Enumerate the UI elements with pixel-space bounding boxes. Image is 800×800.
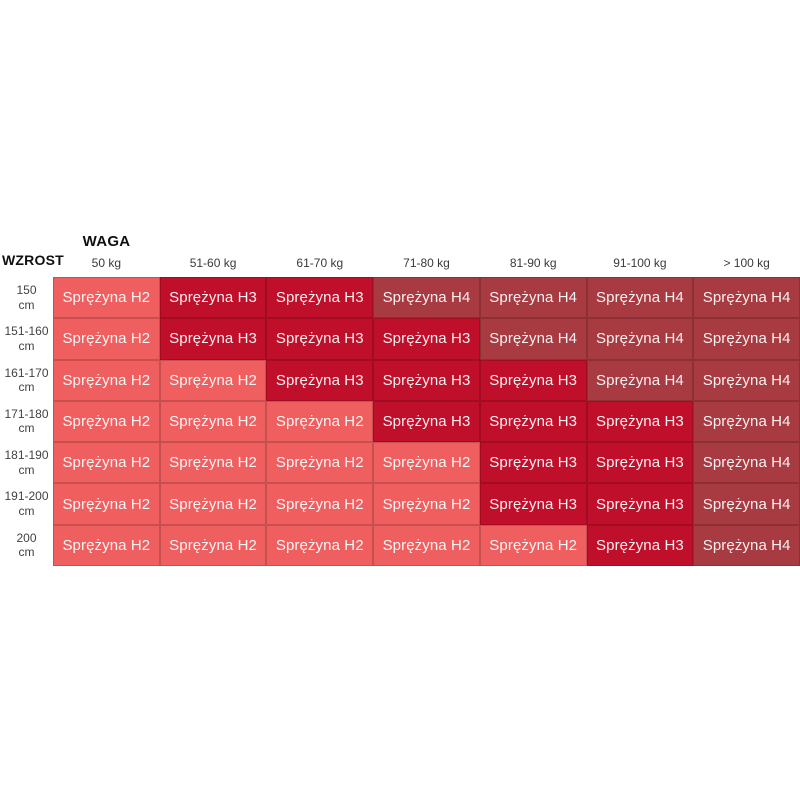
height-unit-text: cm: [18, 545, 35, 560]
height-unit-text: cm: [18, 380, 35, 395]
height-unit-text: cm: [18, 462, 35, 477]
height-row-label: 171-180 cm: [0, 401, 53, 442]
height-range-text: 200: [16, 530, 37, 545]
height-header-column: 150 cm 151-160 cm 161-170 cm 171-180 cm …: [0, 277, 53, 566]
spring-cell: Sprężyna H2: [266, 483, 374, 525]
spring-cell: Sprężyna H4: [693, 524, 800, 566]
spring-cell: Sprężyna H3: [586, 400, 694, 443]
height-row-label: 191-200 cm: [0, 483, 53, 524]
spring-cell: Sprężyna H2: [266, 524, 374, 566]
spring-cell: Sprężyna H3: [586, 442, 694, 484]
spring-cell: Sprężyna H4: [479, 277, 587, 319]
spring-cell: Sprężyna H2: [53, 442, 160, 484]
spring-cell: Sprężyna H4: [693, 277, 800, 319]
spring-cell: Sprężyna H3: [479, 442, 587, 484]
spring-cell: Sprężyna H2: [159, 483, 267, 525]
spring-cell: Sprężyna H3: [266, 277, 374, 319]
weight-column-label: > 100 kg: [723, 256, 770, 270]
height-range-text: 191-200: [4, 489, 49, 504]
spring-cell: Sprężyna H3: [373, 400, 480, 443]
spring-cell: Sprężyna H2: [53, 318, 160, 360]
weight-column-label: 71-80 kg: [403, 256, 450, 270]
spring-cell: Sprężyna H4: [693, 400, 800, 443]
weight-column-label: 51-60 kg: [189, 256, 237, 270]
spring-cell: Sprężyna H3: [479, 359, 587, 401]
spring-cell: Sprężyna H4: [693, 483, 800, 525]
weight-axis-title: WAGA: [82, 233, 131, 250]
weight-column-label: 81-90 kg: [509, 256, 557, 270]
spring-cell: Sprężyna H2: [373, 442, 480, 484]
spring-cell: Sprężyna H3: [266, 318, 374, 360]
spring-cell: Sprężyna H4: [479, 318, 587, 360]
spring-cell: Sprężyna H2: [159, 400, 267, 443]
spring-cell: Sprężyna H4: [373, 277, 480, 319]
spring-cell: Sprężyna H2: [479, 524, 587, 566]
spring-cell: Sprężyna H4: [693, 359, 800, 401]
weight-header-row: 50 kg 51-60 kg 61-70 kg 71-80 kg 81-90 kg 91-…: [53, 256, 800, 272]
height-row-label: 181-190 cm: [0, 442, 53, 483]
height-row-label: 151-160 cm: [0, 318, 53, 359]
height-range-text: 181-190: [4, 448, 49, 463]
height-row-label: 161-170 cm: [0, 360, 53, 401]
height-unit-text: cm: [18, 338, 35, 353]
height-axis-title: WZROST: [2, 252, 64, 268]
spring-cell: Sprężyna H4: [586, 359, 694, 401]
spring-cell: Sprężyna H3: [159, 318, 267, 360]
weight-column-label: 91-100 kg: [613, 256, 667, 270]
spring-cell: Sprężyna H4: [693, 318, 800, 360]
spring-cell: Sprężyna H2: [159, 524, 267, 566]
spring-cell: Sprężyna H3: [586, 483, 694, 525]
spring-cell: Sprężyna H4: [693, 442, 800, 484]
spring-cell: Sprężyna H3: [373, 318, 480, 360]
height-range-text: 151-160: [4, 324, 49, 339]
spring-cell: Sprężyna H2: [266, 400, 374, 443]
height-range-text: 150: [16, 283, 37, 298]
height-range-text: 171-180: [4, 406, 49, 421]
spring-cell: Sprężyna H2: [53, 524, 160, 566]
spring-cell: Sprężyna H2: [53, 359, 160, 401]
spring-cell: Sprężyna H2: [53, 483, 160, 525]
spring-matrix: Sprężyna H2 Sprężyna H3 Sprężyna H3 Sprężyn…: [53, 277, 800, 566]
height-unit-text: cm: [18, 504, 35, 519]
spring-cell: Sprężyna H2: [266, 442, 374, 484]
spring-cell: Sprężyna H2: [53, 400, 160, 443]
spring-cell: Sprężyna H3: [373, 359, 480, 401]
spring-cell: Sprężyna H3: [586, 524, 694, 566]
spring-cell: Sprężyna H2: [373, 524, 480, 566]
weight-column-label: 61-70 kg: [296, 256, 344, 270]
height-range-text: 161-170: [4, 365, 49, 380]
spring-cell: Sprężyna H2: [159, 359, 267, 401]
spring-cell: Sprężyna H3: [159, 277, 267, 319]
height-unit-text: cm: [18, 421, 35, 436]
spring-cell: Sprężyna H4: [586, 318, 694, 360]
weight-column-label: 50 kg: [91, 256, 122, 270]
spring-cell: Sprężyna H2: [159, 442, 267, 484]
spring-cell: Sprężyna H2: [53, 277, 160, 319]
height-unit-text: cm: [18, 297, 35, 312]
spring-cell: Sprężyna H3: [479, 483, 587, 525]
height-row-label: 200 cm: [0, 525, 53, 566]
height-row-label: 150 cm: [0, 277, 53, 318]
spring-cell: Sprężyna H4: [586, 277, 694, 319]
spring-cell: Sprężyna H2: [373, 483, 480, 525]
spring-cell: Sprężyna H3: [266, 359, 374, 401]
spring-cell: Sprężyna H3: [479, 400, 587, 443]
